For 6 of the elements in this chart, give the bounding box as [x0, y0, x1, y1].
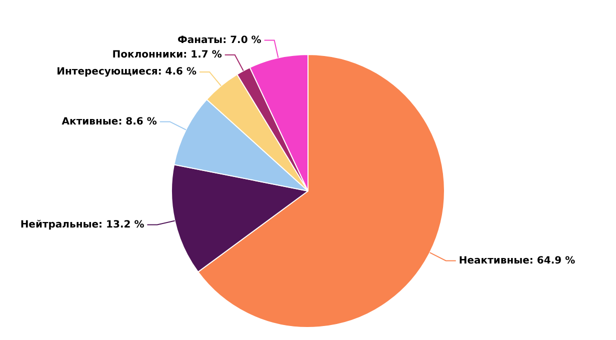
slice-label: Интересующиеся: 4.6 %: [56, 66, 197, 78]
slice-label: Нейтральные: 13.2 %: [20, 219, 144, 230]
slice-label: Фанаты: 7.0 %: [177, 34, 262, 46]
slice-label: Поклонники: 1.7 %: [112, 50, 222, 61]
slice-label: Активные: 8.6 %: [62, 116, 157, 128]
slice-label: Неактивные: 64.9 %: [458, 255, 576, 266]
